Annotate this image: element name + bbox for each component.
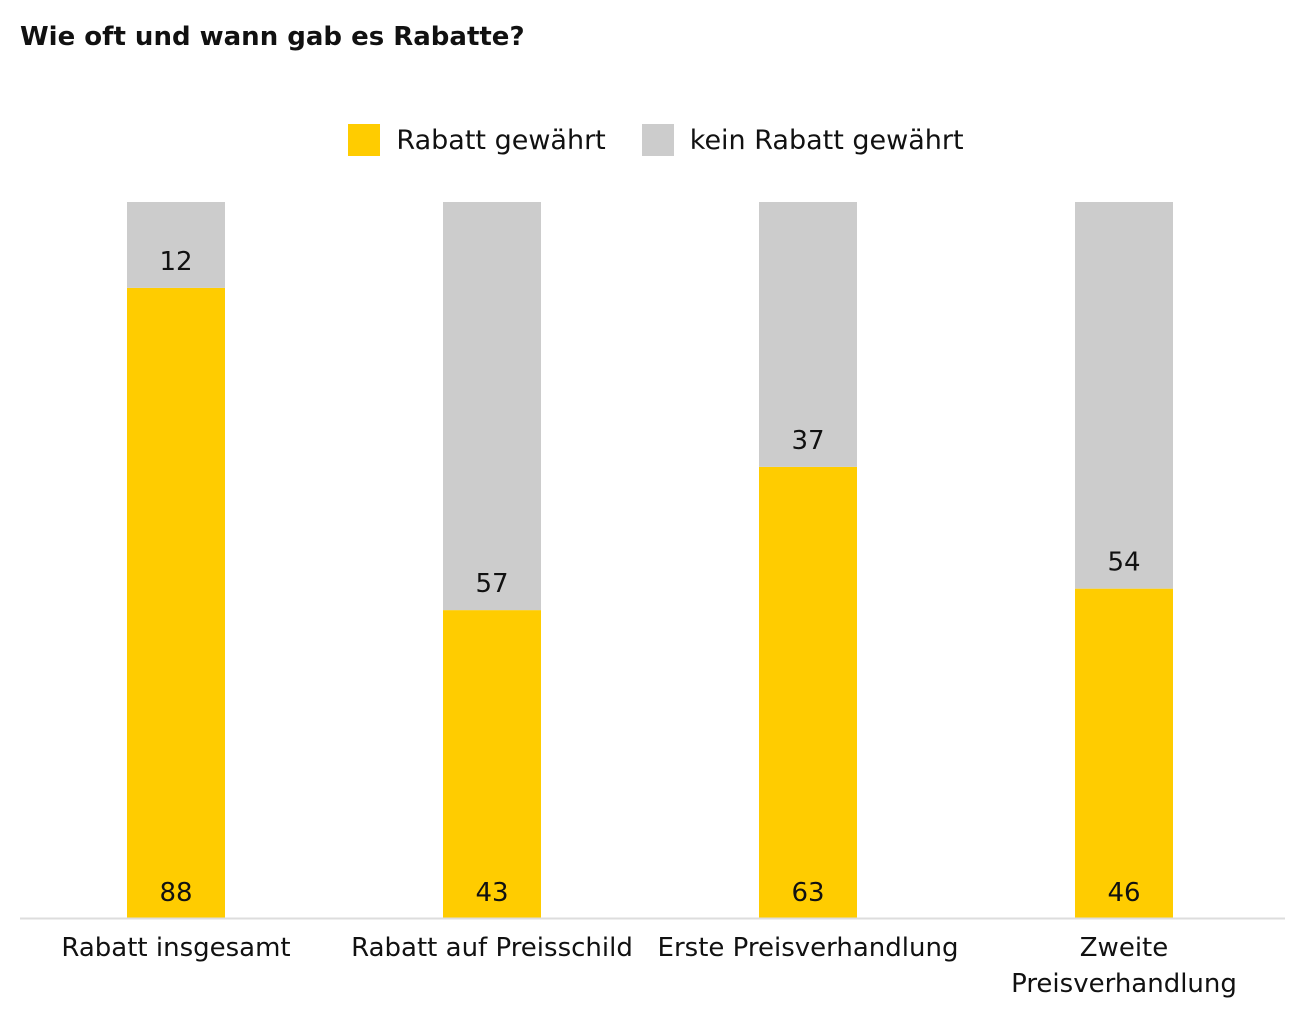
- data-label-rabatt-gewaehrt-erste-preisverhandlung: 63: [791, 878, 824, 908]
- data-label-kein-rabatt-gewaehrt-erste-preisverhandlung: 37: [791, 426, 824, 456]
- data-label-rabatt-gewaehrt-rabatt-insgesamt: 88: [159, 878, 192, 908]
- bar-kein-rabatt-gewaehrt-rabatt-auf-preisschild: [443, 202, 541, 611]
- bar-kein-rabatt-gewaehrt-zweite-preisverhandlung: [1075, 202, 1173, 589]
- category-label-rabatt-auf-preisschild: Rabatt auf Preisschild: [351, 933, 633, 963]
- legend-label-kein-rabatt-gewaehrt: kein Rabatt gewährt: [689, 124, 964, 156]
- bar-rabatt-gewaehrt-rabatt-auf-preisschild: [443, 610, 541, 918]
- category-label-zweite-preisverhandlung-line-1: Zweite: [1080, 933, 1169, 963]
- data-label-kein-rabatt-gewaehrt-rabatt-insgesamt: 12: [159, 247, 192, 277]
- bar-rabatt-gewaehrt-rabatt-insgesamt: [127, 287, 225, 918]
- bar-kein-rabatt-gewaehrt-erste-preisverhandlung: [759, 202, 857, 467]
- chart-legend: Rabatt gewährt kein Rabatt gewährt: [0, 124, 1312, 156]
- bar-rabatt-gewaehrt-erste-preisverhandlung: [759, 466, 857, 918]
- data-label-rabatt-gewaehrt-zweite-preisverhandlung: 46: [1107, 878, 1140, 908]
- bar-kein-rabatt-gewaehrt-rabatt-insgesamt: [127, 202, 225, 288]
- category-label-erste-preisverhandlung: Erste Preisverhandlung: [658, 933, 959, 963]
- legend-swatch-rabatt-gewaehrt: [348, 124, 381, 156]
- legend-swatch-kein-rabatt-gewaehrt: [641, 124, 674, 156]
- chart-title: Wie oft und wann gab es Rabatte?: [20, 22, 525, 52]
- legend-item-kein-rabatt-gewaehrt: kein Rabatt gewährt: [641, 124, 964, 156]
- category-label-rabatt-insgesamt: Rabatt insgesamt: [61, 933, 290, 963]
- data-label-kein-rabatt-gewaehrt-rabatt-auf-preisschild: 57: [475, 569, 508, 599]
- category-label-zweite-preisverhandlung-line-2: Preisverhandlung: [1011, 969, 1237, 999]
- data-label-rabatt-gewaehrt-rabatt-auf-preisschild: 43: [475, 878, 508, 908]
- legend-label-rabatt-gewaehrt: Rabatt gewährt: [396, 124, 606, 156]
- bar-rabatt-gewaehrt-zweite-preisverhandlung: [1075, 588, 1173, 918]
- data-label-kein-rabatt-gewaehrt-zweite-preisverhandlung: 54: [1107, 548, 1140, 578]
- legend-item-rabatt-gewaehrt: Rabatt gewährt: [348, 124, 606, 156]
